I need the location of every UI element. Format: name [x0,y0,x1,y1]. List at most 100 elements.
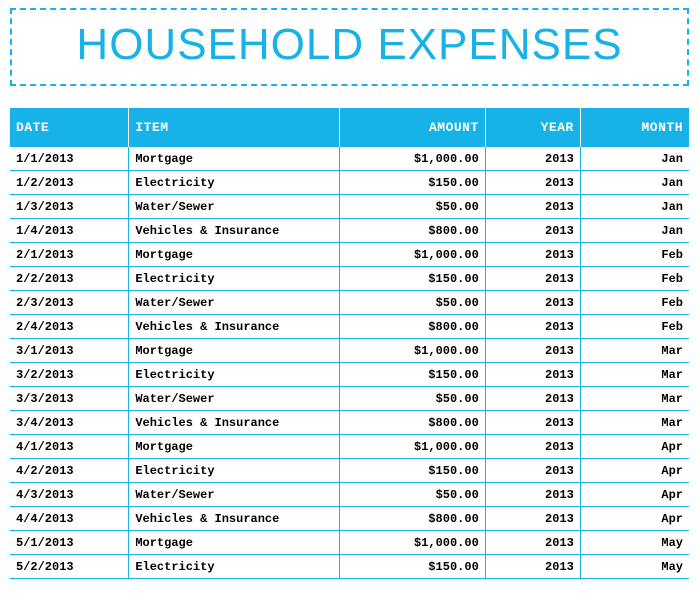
table-row: 3/2/2013Electricity$150.002013Mar [10,363,689,387]
table-cell: $150.00 [339,459,485,483]
table-row: 3/4/2013Vehicles & Insurance$800.002013M… [10,411,689,435]
col-header-amount: AMOUNT [339,108,485,147]
table-row: 2/2/2013Electricity$150.002013Feb [10,267,689,291]
table-cell: $800.00 [339,219,485,243]
table-cell: 2013 [485,195,580,219]
table-cell: 2013 [485,219,580,243]
table-cell: 2013 [485,435,580,459]
table-cell: $50.00 [339,195,485,219]
table-cell: Apr [580,435,689,459]
table-cell: 3/2/2013 [10,363,129,387]
table-cell: $800.00 [339,411,485,435]
table-cell: 1/2/2013 [10,171,129,195]
table-cell: 2013 [485,459,580,483]
table-cell: Feb [580,315,689,339]
table-cell: 2/3/2013 [10,291,129,315]
table-cell: Feb [580,243,689,267]
table-row: 3/1/2013Mortgage$1,000.002013Mar [10,339,689,363]
table-cell: $800.00 [339,315,485,339]
table-cell: 4/2/2013 [10,459,129,483]
table-cell: Mar [580,339,689,363]
table-cell: $1,000.00 [339,531,485,555]
table-cell: 5/2/2013 [10,555,129,579]
table-row: 1/4/2013Vehicles & Insurance$800.002013J… [10,219,689,243]
table-cell: 4/1/2013 [10,435,129,459]
table-cell: Water/Sewer [129,291,339,315]
table-cell: $1,000.00 [339,243,485,267]
title-container: HOUSEHOLD EXPENSES [10,8,689,86]
col-header-item: ITEM [129,108,339,147]
table-cell: $50.00 [339,483,485,507]
table-header-row: DATE ITEM AMOUNT YEAR MONTH [10,108,689,147]
table-row: 1/3/2013Water/Sewer$50.002013Jan [10,195,689,219]
table-cell: $50.00 [339,291,485,315]
table-row: 4/3/2013Water/Sewer$50.002013Apr [10,483,689,507]
table-cell: 2013 [485,387,580,411]
table-cell: Vehicles & Insurance [129,507,339,531]
table-cell: $800.00 [339,507,485,531]
col-header-month: MONTH [580,108,689,147]
table-cell: 2013 [485,339,580,363]
table-cell: $50.00 [339,387,485,411]
table-cell: May [580,555,689,579]
table-row: 4/1/2013Mortgage$1,000.002013Apr [10,435,689,459]
table-cell: Mortgage [129,531,339,555]
table-cell: Vehicles & Insurance [129,411,339,435]
table-cell: 5/1/2013 [10,531,129,555]
table-row: 1/1/2013Mortgage$1,000.002013Jan [10,147,689,171]
table-cell: May [580,531,689,555]
table-cell: 2/4/2013 [10,315,129,339]
table-cell: Vehicles & Insurance [129,219,339,243]
table-cell: Water/Sewer [129,195,339,219]
table-cell: $1,000.00 [339,339,485,363]
col-header-date: DATE [10,108,129,147]
table-cell: Apr [580,483,689,507]
table-cell: Electricity [129,267,339,291]
table-cell: 2/2/2013 [10,267,129,291]
table-cell: $1,000.00 [339,147,485,171]
table-cell: 2013 [485,267,580,291]
table-cell: Mar [580,387,689,411]
table-row: 2/3/2013Water/Sewer$50.002013Feb [10,291,689,315]
table-cell: 1/1/2013 [10,147,129,171]
table-cell: Jan [580,171,689,195]
table-body: 1/1/2013Mortgage$1,000.002013Jan1/2/2013… [10,147,689,579]
table-cell: Mortgage [129,435,339,459]
table-cell: Feb [580,291,689,315]
table-cell: $150.00 [339,267,485,291]
table-cell: Electricity [129,459,339,483]
table-cell: Electricity [129,555,339,579]
table-cell: 2013 [485,531,580,555]
table-cell: 2013 [485,291,580,315]
col-header-year: YEAR [485,108,580,147]
table-cell: $150.00 [339,555,485,579]
table-cell: Jan [580,219,689,243]
table-cell: Water/Sewer [129,387,339,411]
table-cell: Jan [580,195,689,219]
table-cell: Mortgage [129,147,339,171]
table-row: 3/3/2013Water/Sewer$50.002013Mar [10,387,689,411]
table-row: 5/2/2013Electricity$150.002013May [10,555,689,579]
table-cell: 2013 [485,147,580,171]
table-cell: 3/3/2013 [10,387,129,411]
table-cell: 2013 [485,315,580,339]
table-cell: Vehicles & Insurance [129,315,339,339]
table-cell: Electricity [129,363,339,387]
table-cell: Mar [580,411,689,435]
table-cell: Electricity [129,171,339,195]
table-cell: 1/4/2013 [10,219,129,243]
table-row: 1/2/2013Electricity$150.002013Jan [10,171,689,195]
table-cell: 2013 [485,483,580,507]
table-cell: Mortgage [129,339,339,363]
table-cell: Apr [580,459,689,483]
table-cell: 3/4/2013 [10,411,129,435]
table-cell: $150.00 [339,363,485,387]
table-cell: 2013 [485,243,580,267]
table-row: 4/2/2013Electricity$150.002013Apr [10,459,689,483]
table-cell: $1,000.00 [339,435,485,459]
table-cell: 2013 [485,411,580,435]
table-cell: 2013 [485,171,580,195]
table-row: 2/1/2013Mortgage$1,000.002013Feb [10,243,689,267]
table-row: 4/4/2013Vehicles & Insurance$800.002013A… [10,507,689,531]
page-title: HOUSEHOLD EXPENSES [12,20,687,70]
